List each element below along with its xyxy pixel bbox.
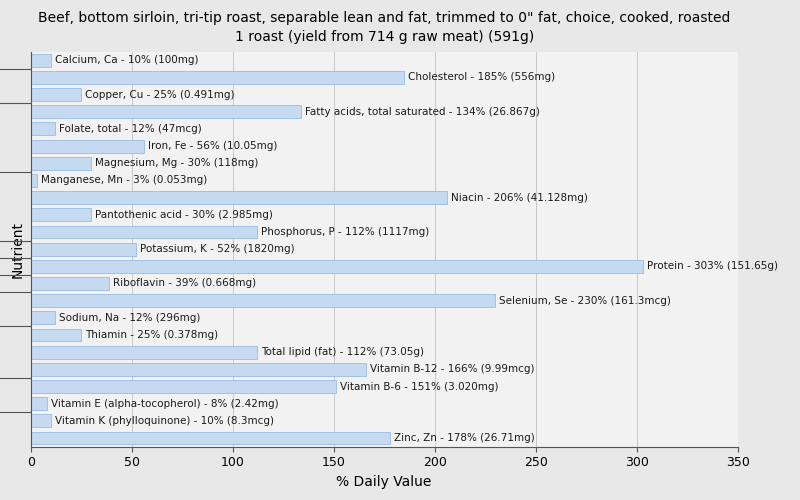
- Text: Phosphorus, P - 112% (1117mg): Phosphorus, P - 112% (1117mg): [261, 227, 429, 237]
- Bar: [30, 122, 55, 136]
- Y-axis label: Nutrient: Nutrient: [11, 220, 25, 278]
- Bar: [30, 346, 257, 358]
- Text: Sodium, Na - 12% (296mg): Sodium, Na - 12% (296mg): [59, 313, 200, 323]
- Text: Vitamin B-12 - 166% (9.99mcg): Vitamin B-12 - 166% (9.99mcg): [370, 364, 534, 374]
- Text: Riboflavin - 39% (0.668mg): Riboflavin - 39% (0.668mg): [114, 278, 257, 288]
- Bar: [30, 54, 51, 66]
- Text: Niacin - 206% (41.128mg): Niacin - 206% (41.128mg): [450, 192, 588, 202]
- Text: Potassium, K - 52% (1820mg): Potassium, K - 52% (1820mg): [140, 244, 294, 254]
- Bar: [30, 226, 257, 238]
- Bar: [30, 397, 47, 410]
- Bar: [30, 328, 81, 342]
- Text: Total lipid (fat) - 112% (73.05g): Total lipid (fat) - 112% (73.05g): [261, 347, 424, 357]
- Text: Calcium, Ca - 10% (100mg): Calcium, Ca - 10% (100mg): [55, 55, 198, 65]
- Bar: [30, 140, 144, 152]
- Text: Thiamin - 25% (0.378mg): Thiamin - 25% (0.378mg): [86, 330, 218, 340]
- Bar: [30, 363, 366, 376]
- Text: Vitamin B-6 - 151% (3.020mg): Vitamin B-6 - 151% (3.020mg): [340, 382, 498, 392]
- Text: Fatty acids, total saturated - 134% (26.867g): Fatty acids, total saturated - 134% (26.…: [306, 106, 540, 117]
- Bar: [30, 260, 642, 272]
- Text: Copper, Cu - 25% (0.491mg): Copper, Cu - 25% (0.491mg): [86, 90, 234, 100]
- Bar: [30, 277, 110, 290]
- Bar: [30, 191, 446, 204]
- Text: Magnesium, Mg - 30% (118mg): Magnesium, Mg - 30% (118mg): [95, 158, 258, 168]
- Text: Manganese, Mn - 3% (0.053mg): Manganese, Mn - 3% (0.053mg): [41, 176, 207, 186]
- Text: Protein - 303% (151.65g): Protein - 303% (151.65g): [646, 262, 778, 272]
- Bar: [30, 312, 55, 324]
- Bar: [30, 432, 390, 444]
- Bar: [30, 106, 302, 118]
- Text: Iron, Fe - 56% (10.05mg): Iron, Fe - 56% (10.05mg): [148, 141, 277, 151]
- Text: Folate, total - 12% (47mcg): Folate, total - 12% (47mcg): [59, 124, 202, 134]
- Text: Vitamin K (phylloquinone) - 10% (8.3mcg): Vitamin K (phylloquinone) - 10% (8.3mcg): [55, 416, 274, 426]
- Bar: [30, 414, 51, 428]
- Bar: [30, 157, 91, 170]
- Text: Vitamin E (alpha-tocopherol) - 8% (2.42mg): Vitamin E (alpha-tocopherol) - 8% (2.42m…: [51, 398, 278, 408]
- Bar: [30, 208, 91, 221]
- X-axis label: % Daily Value: % Daily Value: [337, 475, 432, 489]
- Text: Cholesterol - 185% (556mg): Cholesterol - 185% (556mg): [408, 72, 555, 83]
- Bar: [30, 174, 37, 187]
- Text: Zinc, Zn - 178% (26.71mg): Zinc, Zn - 178% (26.71mg): [394, 433, 535, 443]
- Bar: [30, 380, 336, 393]
- Text: Selenium, Se - 230% (161.3mcg): Selenium, Se - 230% (161.3mcg): [499, 296, 671, 306]
- Bar: [30, 71, 404, 84]
- Bar: [30, 294, 495, 307]
- Bar: [30, 88, 81, 101]
- Title: Beef, bottom sirloin, tri-tip roast, separable lean and fat, trimmed to 0" fat, : Beef, bottom sirloin, tri-tip roast, sep…: [38, 11, 730, 44]
- Text: Pantothenic acid - 30% (2.985mg): Pantothenic acid - 30% (2.985mg): [95, 210, 273, 220]
- Bar: [30, 242, 136, 256]
